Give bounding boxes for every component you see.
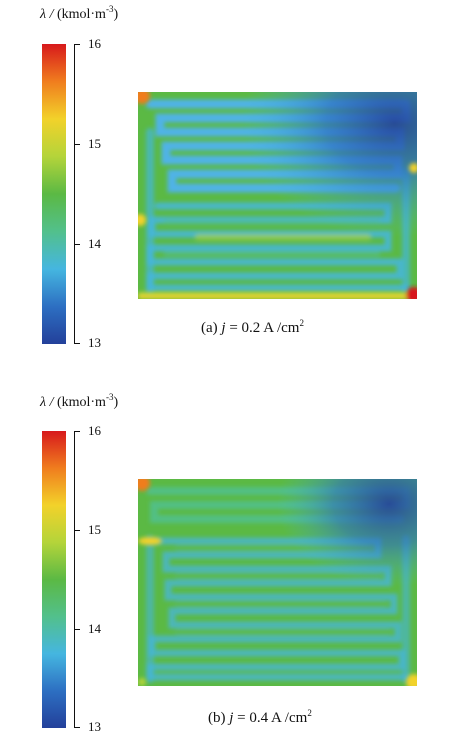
hot-corner — [406, 674, 417, 686]
units-exponent: -3 — [105, 4, 114, 14]
hot-corner — [406, 287, 417, 299]
tick-mark — [74, 343, 80, 344]
caption-exponent: 2 — [299, 318, 304, 328]
tick-mark — [74, 727, 80, 728]
caption-variable: j — [229, 710, 234, 726]
caption-variable: j — [221, 320, 226, 336]
tick-mark — [74, 44, 80, 45]
colorbar — [42, 44, 66, 344]
lambda-symbol: λ / — [40, 395, 57, 410]
tick-label: 16 — [88, 423, 101, 438]
tick-mark — [74, 144, 80, 145]
caption: (b) j = 0.4 A /cm2 — [208, 708, 312, 727]
edge-band — [138, 295, 417, 299]
hot-spot — [138, 537, 162, 545]
tick-mark — [74, 530, 80, 531]
tick-label: 16 — [88, 36, 101, 51]
tick-mark — [74, 629, 80, 630]
membrane-map — [138, 479, 417, 686]
hot-corner — [138, 479, 150, 491]
caption-value: = 0.2 A /cm — [225, 320, 300, 336]
colorbar-title: λ / (kmol·m-3) — [40, 4, 118, 23]
hot-corner — [409, 163, 417, 173]
caption-prefix: (a) — [201, 320, 222, 336]
caption-prefix: (b) — [208, 710, 230, 726]
units-close: ) — [113, 7, 119, 22]
caption: (a) j = 0.2 A /cm2 — [201, 318, 304, 337]
colorbar — [42, 431, 66, 728]
lambda-symbol: λ / — [40, 7, 57, 22]
units-close: ) — [113, 395, 119, 410]
membrane-map — [138, 92, 417, 299]
tick-label: 14 — [88, 236, 101, 251]
caption-exponent: 2 — [307, 708, 312, 718]
tick-label: 14 — [88, 621, 101, 636]
units-exponent: -3 — [105, 392, 114, 402]
tick-label: 15 — [88, 136, 101, 151]
hot-corner — [138, 92, 150, 104]
caption-value: = 0.4 A /cm — [233, 710, 308, 726]
tick-label: 13 — [88, 719, 101, 734]
tick-mark — [74, 431, 80, 432]
panel-b: λ / (kmol·m-3) 16 15 14 13 — [0, 386, 452, 746]
tick-label: 13 — [88, 335, 101, 350]
panel-a: λ / (kmol·m-3) 16 15 14 13 — [0, 0, 452, 360]
units-text: (kmol·m — [56, 395, 106, 410]
tick-label: 15 — [88, 522, 101, 537]
tick-mark — [74, 244, 80, 245]
units-text: (kmol·m — [56, 7, 106, 22]
colorbar-axis — [74, 44, 75, 344]
hot-corner — [138, 678, 146, 686]
hot-corner — [138, 214, 146, 226]
colorbar-title: λ / (kmol·m-3) — [40, 392, 118, 411]
colorbar-axis — [74, 431, 75, 728]
